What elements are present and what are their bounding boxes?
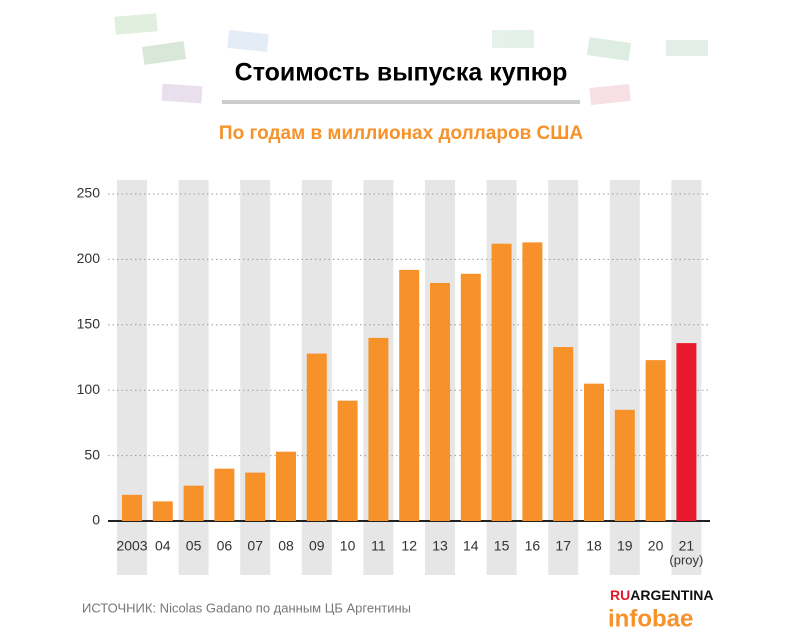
x-tick-label: 2003	[116, 538, 147, 554]
x-tick-label: 14	[463, 538, 479, 554]
x-tick-label: 15	[494, 538, 510, 554]
bar	[183, 485, 204, 521]
banknote	[161, 83, 203, 104]
y-tick-label: 250	[77, 185, 101, 201]
x-tick-label: 10	[340, 538, 356, 554]
bar	[553, 347, 574, 521]
bar	[337, 400, 358, 521]
bar	[430, 282, 450, 521]
y-tick-label: 150	[77, 316, 101, 332]
x-tick-label: 11	[371, 538, 386, 554]
chart-subtitle: По годам в миллионах долларов США	[219, 123, 583, 144]
x-tick-label: 04	[155, 538, 171, 554]
bar	[491, 243, 512, 522]
y-tick-label: 100	[77, 381, 101, 397]
x-tick-label: 07	[247, 538, 263, 554]
x-tick-label: 12	[401, 538, 417, 554]
bar	[214, 468, 235, 521]
bar	[584, 383, 604, 521]
logo-infobae: infobae	[608, 605, 693, 632]
banknote	[141, 41, 187, 65]
x-tick-label: 20	[648, 538, 664, 554]
bar	[522, 242, 543, 521]
banknote	[589, 83, 631, 106]
chart-title: Стоимость выпуска купюр	[235, 59, 568, 87]
annotation: (proy)	[669, 552, 703, 567]
y-tick-label: 0	[92, 512, 100, 528]
bar	[676, 343, 697, 521]
y-tick-label: 200	[77, 250, 101, 266]
x-tick-label: 08	[278, 538, 294, 554]
banknote	[666, 40, 708, 56]
bar	[460, 273, 481, 521]
banknote	[227, 29, 269, 53]
banknote	[586, 37, 632, 61]
y-tick-label: 50	[84, 446, 100, 462]
bar	[245, 472, 266, 521]
x-tick-label: 05	[186, 538, 202, 554]
bar	[152, 501, 173, 521]
banknotes	[114, 13, 708, 106]
x-tick-label: 13	[432, 538, 448, 554]
title-underline	[222, 100, 580, 104]
logo-ru: RU	[610, 587, 630, 603]
x-tick-label: 17	[555, 538, 571, 554]
bar	[276, 451, 296, 521]
bar	[122, 494, 142, 521]
bar	[614, 409, 635, 521]
source: ИСТОЧНИК: Nicolas Gadano по данным ЦБ Ар…	[82, 600, 411, 615]
x-tick-label: 09	[309, 538, 325, 554]
bar	[645, 360, 666, 521]
x-tick-label: 18	[586, 538, 602, 554]
banknote	[492, 30, 534, 48]
bar	[399, 269, 420, 521]
x-tick-label: 16	[525, 538, 541, 554]
bar	[306, 353, 327, 521]
logo: RUARGENTINA	[610, 587, 713, 603]
x-tick-label: 06	[217, 538, 233, 554]
plot: 0 50 100 150 200 250 2003 04 05 06 07 08 09 10 11 12 13 1…	[77, 185, 710, 567]
bar	[368, 337, 389, 521]
x-tick-label: 21	[679, 538, 695, 554]
x-tick-label: 19	[617, 538, 633, 554]
logo-argentina: ARGENTINA	[630, 587, 713, 603]
banknote	[114, 13, 158, 35]
